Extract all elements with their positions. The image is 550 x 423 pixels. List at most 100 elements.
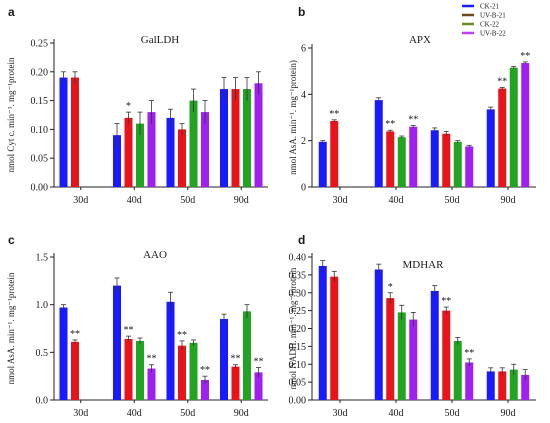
- y-axis-label: nmol NADH. min⁻¹. mg⁻¹protein: [288, 267, 298, 389]
- y-axis-label: nmol AsA. min⁻¹. mg⁻¹protein): [288, 60, 298, 175]
- x-tick-label: 30d: [73, 195, 88, 206]
- significance-marker: **: [520, 51, 530, 62]
- bar-ck-22-90d: [509, 369, 518, 400]
- bar-uv-b-21-40d: [386, 131, 395, 187]
- bar-ck-21-90d: [486, 109, 495, 187]
- bar-uv-b-22-50d: [201, 379, 209, 400]
- bar-uv-b-22-90d: [254, 372, 263, 400]
- bar-ck-22-40d: [136, 340, 144, 400]
- y-tick-label: 0.00: [289, 396, 307, 407]
- bar-ck-21-30d: [318, 141, 327, 187]
- bar-uv-b-21-50d: [178, 345, 186, 400]
- legend-label-uv-b-22: UV-B-22: [480, 30, 506, 38]
- significance-marker: *: [388, 282, 393, 293]
- significance-marker: **: [70, 329, 80, 340]
- bar-uv-b-21-90d: [231, 89, 240, 187]
- y-tick-label: 0.25: [31, 39, 49, 50]
- y-tick-label: 1.0: [36, 300, 49, 311]
- bar-uv-b-22-40d: [409, 319, 418, 400]
- x-tick-label: 90d: [501, 195, 516, 206]
- x-tick-label: 50d: [445, 408, 460, 419]
- bar-ck-21-40d: [374, 269, 383, 400]
- x-tick-label: 50d: [180, 408, 195, 419]
- bar-ck-22-90d: [509, 67, 518, 187]
- panel-label: a: [8, 5, 15, 19]
- y-tick-label: 0.15: [31, 96, 49, 107]
- x-tick-label: 30d: [333, 408, 348, 419]
- significance-marker: **: [329, 109, 339, 120]
- significance-marker: **: [124, 325, 134, 336]
- x-tick-label: 30d: [333, 195, 348, 206]
- bar-ck-21-50d: [430, 130, 439, 187]
- bar-uv-b-22-40d: [147, 112, 156, 187]
- y-tick-label: 0.30: [289, 288, 307, 299]
- significance-marker: **: [497, 76, 507, 87]
- significance-marker: **: [231, 354, 241, 365]
- chart-title: GalLDH: [141, 34, 180, 46]
- y-tick-label: 0.15: [289, 342, 307, 353]
- significance-marker: **: [441, 296, 451, 307]
- bar-ck-22-90d: [243, 311, 251, 400]
- x-tick-label: 40d: [389, 408, 404, 419]
- bar-uv-b-21-50d: [442, 310, 451, 400]
- y-tick-label: 0.40: [289, 253, 307, 264]
- x-tick-label: 40d: [127, 195, 142, 206]
- y-tick-label: 2: [301, 136, 306, 147]
- chart-title: APX: [409, 34, 431, 46]
- y-tick-label: 0: [301, 183, 306, 194]
- y-tick-label: 0.10: [289, 360, 307, 371]
- bar-ck-22-90d: [243, 89, 251, 187]
- y-tick-label: 0.0: [36, 396, 49, 407]
- legend-label-ck-21: CK-21: [480, 3, 500, 11]
- bar-uv-b-22-90d: [521, 374, 530, 400]
- significance-marker: **: [408, 115, 418, 126]
- y-tick-label: 1.5: [36, 253, 49, 264]
- x-tick-label: 40d: [389, 195, 404, 206]
- bar-uv-b-22-50d: [465, 362, 474, 400]
- significance-marker: **: [147, 354, 157, 365]
- chart-panel-b: b APX nmol AsA. min⁻¹. mg⁻¹protein)0 2 4 6 30d…: [288, 5, 536, 206]
- bar-uv-b-21-30d: [71, 341, 79, 400]
- significance-marker: **: [200, 365, 210, 376]
- panel-label: d: [298, 233, 305, 247]
- bar-ck-21-50d: [430, 290, 439, 400]
- bar-uv-b-21-40d: [124, 117, 133, 187]
- x-tick-label: 50d: [445, 195, 460, 206]
- y-tick-label: 6: [301, 44, 306, 55]
- bar-uv-b-21-50d: [178, 129, 186, 187]
- bar-uv-b-21-40d: [386, 298, 395, 400]
- bar-ck-21-50d: [166, 301, 175, 400]
- y-axis-label: nmol AsA. min⁻¹. mg⁻¹protein: [6, 272, 16, 384]
- significance-marker: **: [385, 119, 395, 130]
- bar-ck-22-50d: [189, 342, 198, 400]
- x-tick-label: 90d: [234, 408, 249, 419]
- bar-ck-22-40d: [397, 137, 406, 187]
- bar-uv-b-21-30d: [330, 120, 339, 187]
- significance-marker: **: [177, 330, 187, 341]
- y-tick-label: 0.35: [289, 270, 307, 281]
- bar-uv-b-21-90d: [498, 88, 507, 187]
- bar-uv-b-22-50d: [465, 146, 474, 187]
- bar-ck-22-40d: [136, 123, 144, 187]
- bar-ck-21-90d: [220, 89, 228, 187]
- chart-title: MDHAR: [403, 259, 445, 271]
- bar-ck-21-90d: [220, 318, 228, 400]
- legend-label-ck-22: CK-22: [480, 21, 500, 29]
- bar-ck-21-90d: [486, 371, 495, 400]
- bar-uv-b-22-90d: [254, 83, 263, 187]
- bar-ck-21-40d: [374, 100, 383, 187]
- significance-marker: *: [126, 101, 131, 112]
- bar-ck-21-50d: [166, 117, 175, 187]
- bar-uv-b-22-50d: [201, 112, 209, 187]
- bar-uv-b-21-90d: [498, 371, 507, 400]
- x-tick-label: 90d: [234, 195, 249, 206]
- y-tick-label: 0.20: [289, 324, 307, 335]
- panel-label: c: [8, 233, 15, 247]
- bar-uv-b-21-30d: [330, 276, 339, 400]
- y-tick-label: 0.05: [31, 154, 49, 165]
- bar-uv-b-22-90d: [521, 63, 530, 187]
- y-tick-label: 0.25: [289, 306, 307, 317]
- bar-uv-b-21-40d: [124, 338, 133, 400]
